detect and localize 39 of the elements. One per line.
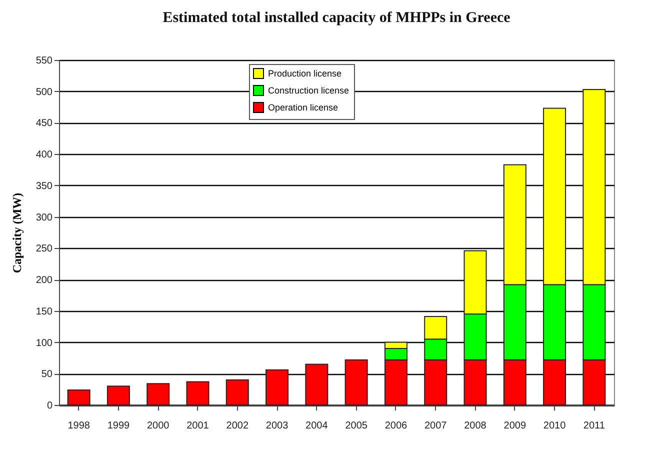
x-tick-label: 2003: [266, 420, 289, 432]
bar: [186, 381, 210, 406]
chart-title: Estimated total installed capacity of MHPPs in Greece: [162, 10, 511, 26]
y-tick-label: 150: [36, 306, 53, 318]
x-tick-label: 2010: [543, 420, 566, 432]
y-axis-title: Capacity (MW): [10, 192, 24, 274]
y-tick-label: 450: [36, 118, 53, 130]
bar: [344, 359, 368, 406]
x-tick-label: 2001: [186, 420, 210, 432]
x-tick-label: 2006: [384, 420, 408, 432]
x-tick-label: 2002: [226, 420, 249, 432]
bar: [146, 383, 170, 406]
legend-label: Production license: [268, 68, 342, 78]
x-tick-label: 1998: [68, 420, 90, 432]
bar: [266, 369, 289, 406]
y-tick-label: 550: [36, 56, 53, 66]
y-tick-label: 250: [36, 244, 53, 255]
y-tick-label: 0: [46, 400, 53, 412]
x-tick-label: 2011: [583, 420, 606, 432]
legend-label: Operation license: [268, 102, 338, 112]
x-tick-label: 1999: [107, 420, 130, 432]
legend-label: Construction license: [268, 86, 350, 96]
y-tick-label: 500: [36, 86, 53, 98]
x-tick-label: 2000: [146, 420, 170, 432]
bar: [305, 364, 328, 406]
y-tick-label: 400: [36, 150, 53, 161]
bar: [67, 389, 90, 406]
x-tick-label: 2008: [464, 420, 487, 432]
bar: [106, 386, 130, 406]
x-tick-label: 2007: [424, 420, 448, 432]
y-tick-label: 350: [36, 180, 53, 192]
y-tick-label: 300: [36, 212, 53, 224]
bar: [226, 379, 249, 406]
x-tick-label: 2005: [345, 420, 368, 432]
y-tick-label: 200: [36, 275, 53, 286]
x-tick-label: 2009: [504, 420, 526, 432]
x-tick-label: 2004: [306, 420, 328, 432]
y-tick-label: 100: [36, 338, 53, 349]
y-tick-label: 50: [41, 369, 53, 380]
